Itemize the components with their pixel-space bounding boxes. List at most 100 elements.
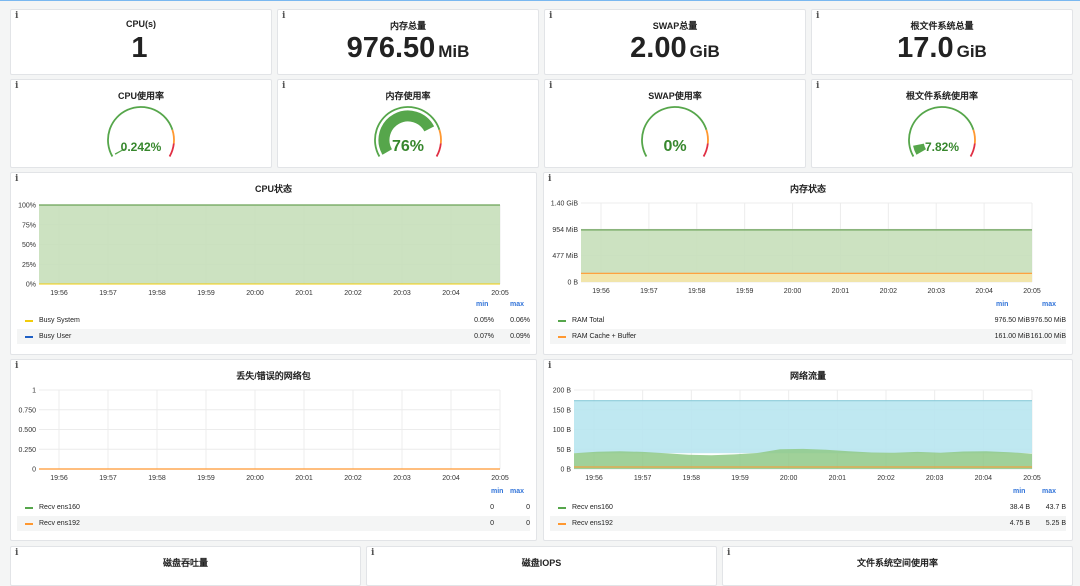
threshold-band-critical xyxy=(702,143,709,157)
x-tick-label: 20:03 xyxy=(926,475,944,482)
legend-item[interactable]: Recv ens160 38.4 B 43.7 B xyxy=(550,500,1066,515)
panel-title: 丢失/错误的网络包 xyxy=(236,371,311,381)
legend-item[interactable]: Recv ens192 0 0 xyxy=(17,516,530,531)
threshold-band-ok xyxy=(908,106,975,157)
legend-max-header[interactable]: max xyxy=(510,301,525,308)
legend-min-header[interactable]: min xyxy=(491,488,504,495)
recv-ens160-area xyxy=(574,448,1032,469)
legend-item[interactable]: Busy System 0.05% 0.06% xyxy=(17,313,530,328)
x-tick-label: 19:59 xyxy=(731,475,749,482)
panel-title: 内存使用率 xyxy=(385,91,431,101)
x-tick-label: 19:56 xyxy=(585,475,603,482)
threshold-band-ok xyxy=(374,106,441,157)
info-icon[interactable]: i xyxy=(816,11,820,21)
info-icon[interactable]: i xyxy=(727,548,731,558)
x-tick-label: 19:57 xyxy=(640,288,658,295)
legend-item[interactable]: RAM Cache + Buffer 161.00 MiB 161.00 MiB xyxy=(550,329,1066,344)
time-series-plot[interactable]: 1.40 GiB 954 MiB 477 MiB 0 B 19:56 19:57 19:58… xyxy=(544,173,1073,355)
panel-disk-iops[interactable]: i 磁盘IOPS xyxy=(366,546,717,586)
x-tick-label: 20:04 xyxy=(442,290,460,297)
graph-panel-packet-errors[interactable]: i 丢失/错误的网络包 1 0.750 0.500 0.250 0 19:56 19:57 1… xyxy=(10,359,537,541)
legend-max-value: 5.25 B xyxy=(1045,520,1066,527)
legend-item[interactable]: Recv ens160 0 0 xyxy=(17,500,530,515)
x-tick-label: 20:00 xyxy=(246,475,264,482)
legend-max-header[interactable]: max xyxy=(1042,488,1057,495)
stat-panel-rootfs-total[interactable]: i 根文件系统总量 17.0 GiB xyxy=(811,9,1073,75)
time-series-plot[interactable]: 100% 75% 50% 25% 0% 19:56 19:57 19:58 19:59 20:00… xyxy=(11,173,537,355)
stat-value: 17.0 GiB xyxy=(897,32,987,64)
legend-swatch xyxy=(25,522,33,525)
gauge-panel-rootfs-usage[interactable]: i 根文件系统使用率 7.82% xyxy=(811,79,1073,168)
x-tick-label: 20:01 xyxy=(295,290,313,297)
x-tick-label: 19:58 xyxy=(688,288,706,295)
info-icon[interactable]: i xyxy=(549,81,553,91)
x-tick-label: 20:04 xyxy=(975,475,993,482)
info-icon[interactable]: i xyxy=(282,11,286,21)
legend-max-header[interactable]: max xyxy=(1042,301,1057,308)
y-tick-label: 0 B xyxy=(560,467,571,474)
y-tick-label: 100% xyxy=(18,203,36,210)
info-icon[interactable]: i xyxy=(548,174,552,184)
gauge-panel-cpu-usage[interactable]: i CPU使用率 0.242% xyxy=(10,79,272,168)
graph-panel-network-traffic[interactable]: i 网络流量 200 B 150 B 100 B 50 B 0 B 19:56 19:57 1… xyxy=(543,359,1073,541)
legend-min-value: 161.00 MiB xyxy=(994,333,1030,340)
stat-panel-cpus[interactable]: i CPU(s) 1 xyxy=(10,9,272,75)
legend-min-header[interactable]: min xyxy=(1013,488,1026,495)
threshold-band-critical xyxy=(435,143,442,157)
info-icon[interactable]: i xyxy=(15,361,19,371)
legend-max-header[interactable]: max xyxy=(510,488,525,495)
y-tick-label: 200 B xyxy=(553,388,572,395)
panel-title: 磁盘吞吐量 xyxy=(162,558,208,568)
info-icon[interactable]: i xyxy=(371,548,375,558)
y-tick-label: 50 B xyxy=(557,447,572,454)
info-icon[interactable]: i xyxy=(282,81,286,91)
graph-panel-memory-status[interactable]: i 内存状态 1.40 GiB 954 MiB 477 MiB 0 B 19:56 19:… xyxy=(543,172,1073,355)
legend-item[interactable]: Recv ens192 4.75 B 5.25 B xyxy=(550,516,1066,531)
stat-panel-swap-total[interactable]: i SWAP总量 2.00 GiB xyxy=(544,9,806,75)
x-tick-label: 19:57 xyxy=(634,475,652,482)
y-tick-label: 0.250 xyxy=(18,447,36,454)
gauge-value-arc xyxy=(913,143,927,155)
ram-cache-series-area xyxy=(581,273,1032,282)
stat-panel-memory-total[interactable]: i 内存总量 976.50 MiB xyxy=(277,9,539,75)
legend-max-value: 0.06% xyxy=(510,317,530,324)
legend-max-value: 976.50 MiB xyxy=(1030,317,1066,324)
gauge: 0% xyxy=(641,106,709,157)
panel-title: 根文件系统总量 xyxy=(910,21,974,31)
legend-max-value: 0.09% xyxy=(510,333,530,340)
time-series-plot[interactable]: 1 0.750 0.500 0.250 0 19:56 19:57 19:58 19:59 20:… xyxy=(11,360,537,541)
y-tick-label: 477 MiB xyxy=(552,253,578,260)
legend-min-header[interactable]: min xyxy=(996,301,1009,308)
y-tick-label: 0.500 xyxy=(18,427,36,434)
legend-item[interactable]: RAM Total 976.50 MiB 976.50 MiB xyxy=(550,313,1066,328)
info-icon[interactable]: i xyxy=(15,11,19,21)
x-tick-label: 20:00 xyxy=(246,290,264,297)
gauge-panel-swap-usage[interactable]: i SWAP使用率 0% xyxy=(544,79,806,168)
y-tick-label: 0.750 xyxy=(18,407,36,414)
legend-item[interactable]: Busy User 0.07% 0.09% xyxy=(17,329,530,344)
gauge-value-label: 7.82% xyxy=(925,140,959,154)
x-tick-label: 19:59 xyxy=(197,475,215,482)
info-icon[interactable]: i xyxy=(549,11,553,21)
stat-value: 1 xyxy=(131,32,148,64)
panel-filesystem-usage[interactable]: i 文件系统空间使用率 xyxy=(722,546,1073,586)
time-series-plot[interactable]: 200 B 150 B 100 B 50 B 0 B 19:56 19:57 19:58 19:… xyxy=(544,360,1073,541)
graph-panel-cpu-status[interactable]: i CPU状态 100% 75% 50% 25% 0% 19:56 19:57 19:58 19… xyxy=(10,172,537,355)
panel-disk-throughput[interactable]: i 磁盘吞吐量 xyxy=(10,546,361,586)
legend-min-header[interactable]: min xyxy=(476,301,489,308)
gauge-panel-memory-usage[interactable]: i 内存使用率 76% xyxy=(277,79,539,168)
panel-title: 磁盘IOPS xyxy=(521,558,562,568)
legend-min-value: 0 xyxy=(490,504,494,511)
gauge-value-arc xyxy=(378,110,435,155)
info-icon[interactable]: i xyxy=(548,361,552,371)
y-tick-label: 954 MiB xyxy=(552,227,578,234)
info-icon[interactable]: i xyxy=(15,548,19,558)
legend-swatch xyxy=(25,319,33,322)
gauge-value-label: 0% xyxy=(663,138,686,155)
threshold-band-warn xyxy=(438,129,442,144)
info-icon[interactable]: i xyxy=(15,81,19,91)
gauge: 76% xyxy=(374,106,442,157)
info-icon[interactable]: i xyxy=(816,81,820,91)
info-icon[interactable]: i xyxy=(15,174,19,184)
panel-title: 内存状态 xyxy=(789,184,826,194)
